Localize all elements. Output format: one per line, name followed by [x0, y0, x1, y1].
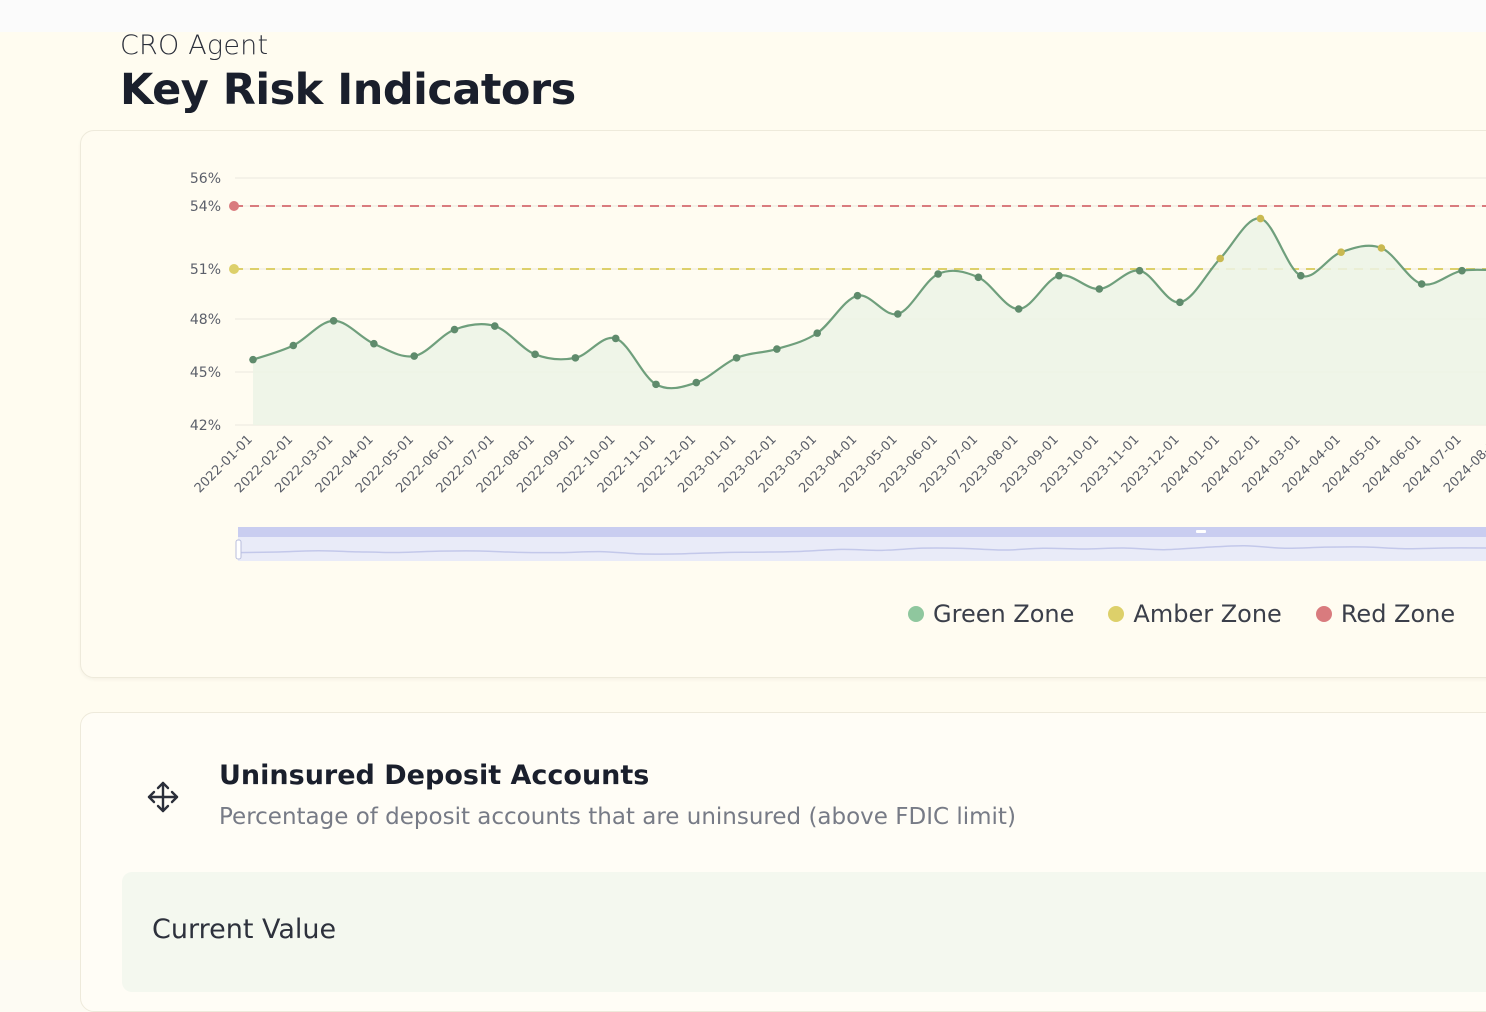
chart-line — [252, 217, 1486, 390]
y-tick-label: 42% — [190, 418, 221, 434]
data-point[interactable] — [289, 341, 298, 350]
data-point[interactable] — [692, 378, 701, 387]
data-point[interactable] — [732, 354, 741, 362]
data-point[interactable] — [410, 352, 419, 360]
data-point[interactable] — [571, 354, 580, 362]
data-point[interactable] — [853, 291, 862, 300]
zoom-slider[interactable] — [235, 527, 1486, 561]
kri-line-chart[interactable]: 56% 54% 51% 48% 45% 42% 2022-01-012022-02-012… — [0, 0, 1486, 680]
legend-label-amber: Amber Zone — [1133, 600, 1282, 628]
series-area — [253, 218, 1486, 425]
data-point[interactable] — [531, 350, 539, 359]
data-point[interactable] — [894, 310, 902, 318]
legend-label-red: Red Zone — [1340, 600, 1456, 628]
y-tick-label: 54% — [190, 199, 221, 215]
zoom-slider-bar[interactable] — [238, 527, 1486, 537]
data-point[interactable] — [974, 273, 983, 282]
data-point[interactable] — [450, 325, 459, 334]
amber-zone-threshold-marker — [229, 264, 239, 274]
chart-area — [253, 218, 1486, 425]
data-point[interactable] — [329, 316, 338, 325]
y-tick-label: 45% — [190, 365, 221, 381]
data-point[interactable] — [1417, 280, 1426, 288]
data-point[interactable] — [1337, 248, 1345, 256]
threshold-lines — [229, 201, 1486, 274]
app-name: CRO Agent — [120, 30, 269, 61]
data-point[interactable] — [1297, 271, 1305, 280]
page-title: Key Risk Indicators — [120, 65, 576, 115]
zoom-slider-preview — [237, 544, 1486, 555]
y-tick-label: 48% — [190, 312, 221, 328]
data-point[interactable] — [773, 345, 781, 353]
series-line — [252, 217, 1486, 390]
legend-dot-green — [908, 606, 924, 622]
zoom-slider-track[interactable] — [238, 537, 1486, 561]
legend-item-red[interactable]: Red Zone — [1315, 600, 1456, 628]
data-point[interactable] — [1095, 285, 1104, 293]
data-point[interactable] — [1377, 244, 1386, 252]
legend-dot-red — [1315, 606, 1332, 622]
data-point[interactable] — [934, 270, 942, 278]
kpi-description: Percentage of deposit accounts that are … — [219, 804, 1016, 830]
data-point[interactable] — [1014, 305, 1023, 313]
y-axis-ticks: 56% 54% 51% 48% 45% 42% — [190, 171, 221, 434]
y-tick-label: 56% — [190, 171, 221, 187]
data-point[interactable] — [611, 334, 620, 343]
y-tick-label: 51% — [190, 262, 221, 278]
zoom-slider-grip[interactable] — [1196, 530, 1206, 533]
data-point[interactable] — [1135, 266, 1144, 275]
data-point[interactable] — [1256, 214, 1265, 223]
data-point[interactable] — [491, 322, 499, 330]
chart-points — [249, 214, 1466, 389]
data-point[interactable] — [370, 339, 378, 348]
top-strip — [0, 0, 1486, 32]
current-value-label: Current Value — [152, 914, 337, 945]
page-header: CRO Agent Key Risk Indicators — [120, 28, 576, 116]
legend-item-green[interactable]: Green Zone — [908, 600, 1074, 628]
data-point[interactable] — [652, 380, 660, 389]
data-point[interactable] — [1176, 298, 1184, 307]
data-point[interactable] — [1458, 266, 1466, 275]
legend-dot-amber — [1108, 606, 1125, 622]
kpi-title: Uninsured Deposit Accounts — [219, 760, 650, 791]
legend-label-green: Green Zone — [933, 600, 1075, 628]
x-axis-ticks: 2022-01-012022-02-012022-03-012022-04-01… — [192, 432, 1486, 496]
data-point[interactable] — [1055, 271, 1063, 280]
move-icon[interactable] — [146, 780, 180, 814]
zoom-slider-handle[interactable] — [235, 539, 242, 560]
chart-legend: Green Zone Amber Zone Red Zone — [908, 600, 1455, 628]
data-point[interactable] — [813, 329, 821, 337]
legend-item-amber[interactable]: Amber Zone — [1108, 600, 1282, 628]
data-point[interactable] — [1216, 254, 1224, 263]
red-zone-threshold-marker — [229, 201, 239, 211]
data-point[interactable] — [249, 355, 257, 364]
